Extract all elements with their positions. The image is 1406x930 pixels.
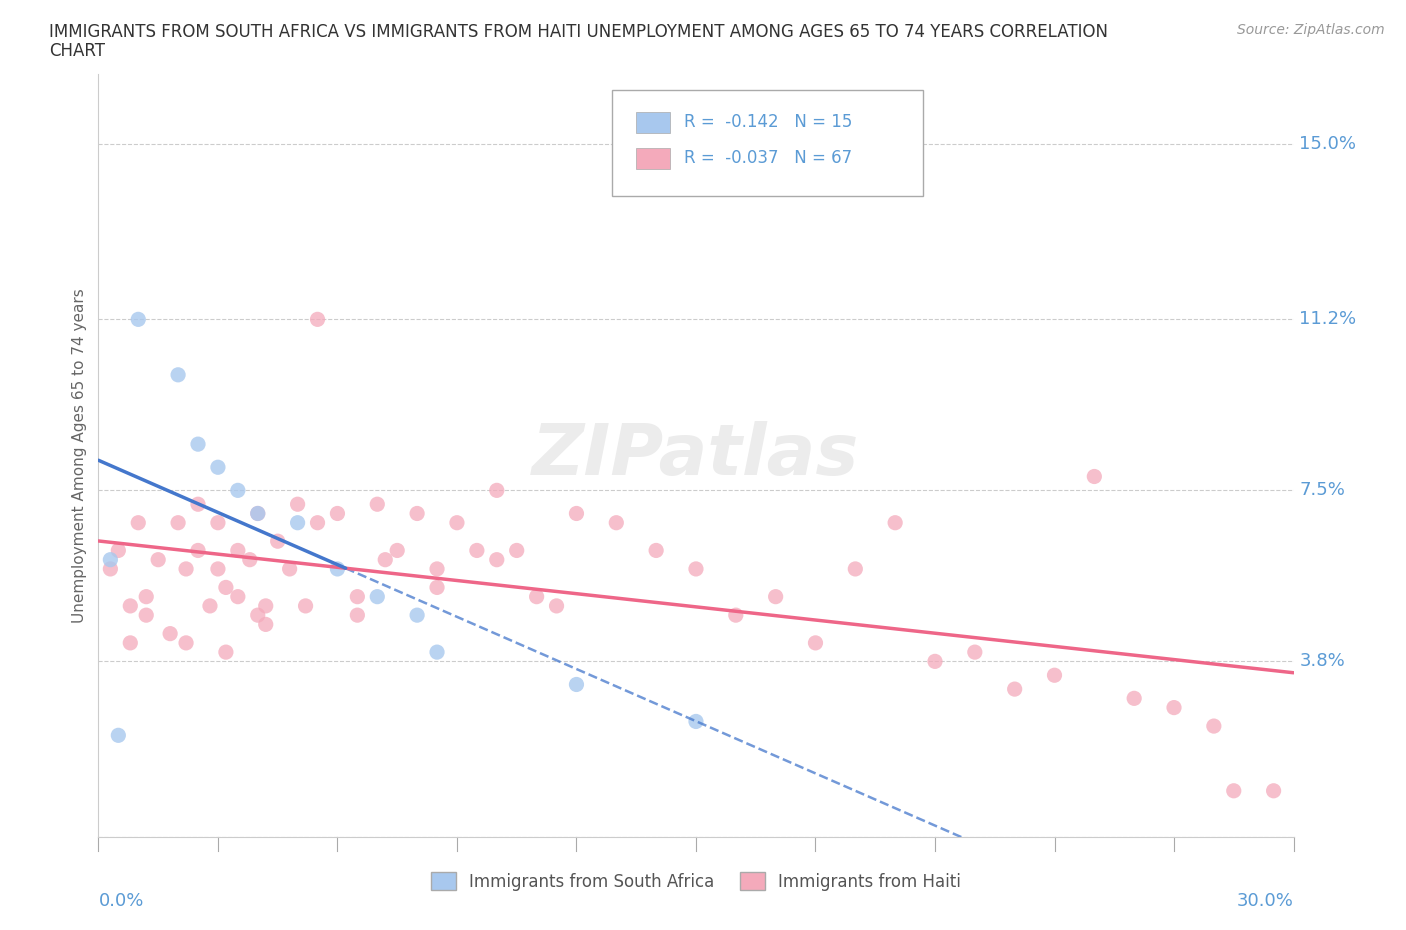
- Point: [426, 644, 449, 659]
- Point: [565, 506, 588, 521]
- Point: [254, 617, 277, 631]
- Point: [120, 635, 142, 650]
- Text: Source: ZipAtlas.com: Source: ZipAtlas.com: [1237, 23, 1385, 37]
- Point: [526, 590, 548, 604]
- Point: [346, 590, 368, 604]
- Point: [187, 497, 209, 512]
- Point: [446, 515, 468, 530]
- Point: [385, 543, 409, 558]
- Point: [1004, 682, 1026, 697]
- Point: [287, 497, 309, 512]
- Point: [685, 562, 707, 577]
- Point: [278, 562, 301, 577]
- Point: [884, 515, 907, 530]
- Point: [963, 644, 986, 659]
- Point: [127, 312, 149, 326]
- Text: 3.8%: 3.8%: [1299, 652, 1346, 671]
- Y-axis label: Unemployment Among Ages 65 to 74 years: Unemployment Among Ages 65 to 74 years: [72, 288, 87, 623]
- FancyBboxPatch shape: [613, 89, 922, 196]
- Point: [1123, 691, 1146, 706]
- Point: [685, 714, 707, 729]
- Point: [406, 506, 429, 521]
- Point: [246, 506, 269, 521]
- Point: [307, 515, 329, 530]
- Point: [198, 599, 221, 614]
- Text: 11.2%: 11.2%: [1299, 311, 1357, 328]
- Point: [374, 552, 396, 567]
- Point: [1043, 668, 1066, 683]
- Text: CHART: CHART: [49, 42, 105, 60]
- Text: R =  -0.142   N = 15: R = -0.142 N = 15: [685, 113, 852, 131]
- Point: [1202, 719, 1225, 734]
- Point: [267, 534, 290, 549]
- Point: [239, 552, 262, 567]
- Point: [565, 677, 588, 692]
- Point: [307, 312, 329, 326]
- Point: [1083, 469, 1105, 484]
- Point: [844, 562, 866, 577]
- Point: [326, 506, 349, 521]
- Point: [485, 552, 508, 567]
- Point: [167, 515, 190, 530]
- Point: [465, 543, 488, 558]
- Point: [246, 607, 269, 622]
- Point: [207, 459, 229, 474]
- Point: [426, 580, 449, 595]
- Point: [546, 599, 568, 614]
- Point: [406, 607, 429, 622]
- Text: 15.0%: 15.0%: [1299, 135, 1357, 153]
- Point: [107, 543, 129, 558]
- Point: [1223, 783, 1246, 798]
- Text: 7.5%: 7.5%: [1299, 482, 1346, 499]
- Point: [645, 543, 668, 558]
- Point: [287, 515, 309, 530]
- Point: [1163, 700, 1185, 715]
- Point: [207, 515, 229, 530]
- Text: 0.0%: 0.0%: [98, 893, 143, 910]
- Point: [426, 562, 449, 577]
- Bar: [637, 112, 669, 133]
- Point: [98, 562, 122, 577]
- Point: [254, 599, 277, 614]
- Point: [127, 515, 149, 530]
- Point: [485, 483, 508, 498]
- Point: [366, 590, 388, 604]
- Point: [804, 635, 827, 650]
- Point: [366, 497, 388, 512]
- Point: [605, 515, 627, 530]
- Point: [506, 543, 529, 558]
- Point: [226, 543, 249, 558]
- Point: [167, 367, 190, 382]
- Point: [294, 599, 316, 614]
- Point: [107, 728, 129, 743]
- Point: [135, 590, 157, 604]
- Point: [246, 506, 269, 521]
- Point: [215, 580, 238, 595]
- Point: [215, 644, 238, 659]
- Legend: Immigrants from South Africa, Immigrants from Haiti: Immigrants from South Africa, Immigrants…: [425, 866, 967, 897]
- Point: [924, 654, 946, 669]
- Point: [1263, 783, 1285, 798]
- Point: [765, 590, 787, 604]
- Point: [187, 437, 209, 452]
- Point: [159, 626, 181, 641]
- Point: [226, 483, 249, 498]
- Point: [174, 635, 197, 650]
- Point: [98, 552, 122, 567]
- Point: [226, 590, 249, 604]
- Point: [135, 607, 157, 622]
- Point: [724, 607, 747, 622]
- Point: [326, 562, 349, 577]
- Point: [120, 599, 142, 614]
- Point: [207, 562, 229, 577]
- Text: IMMIGRANTS FROM SOUTH AFRICA VS IMMIGRANTS FROM HAITI UNEMPLOYMENT AMONG AGES 65: IMMIGRANTS FROM SOUTH AFRICA VS IMMIGRAN…: [49, 23, 1108, 41]
- Text: R =  -0.037   N = 67: R = -0.037 N = 67: [685, 150, 852, 167]
- Text: 30.0%: 30.0%: [1237, 893, 1294, 910]
- Bar: [637, 148, 669, 169]
- Point: [187, 543, 209, 558]
- Point: [174, 562, 197, 577]
- Point: [346, 607, 368, 622]
- Point: [148, 552, 170, 567]
- Text: ZIPatlas: ZIPatlas: [533, 421, 859, 490]
